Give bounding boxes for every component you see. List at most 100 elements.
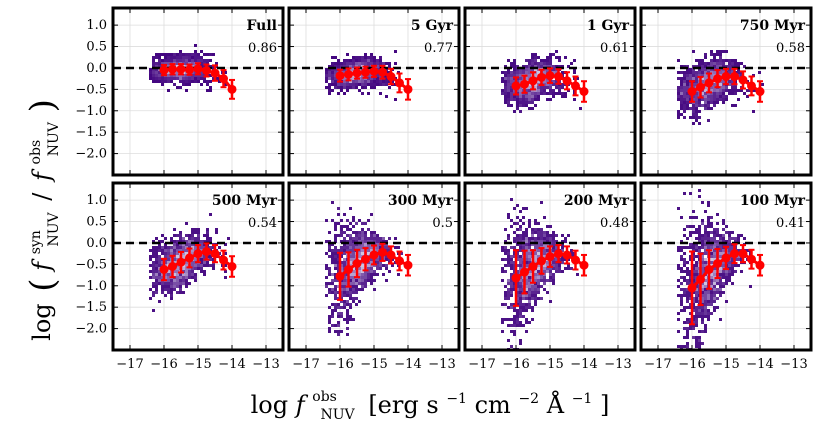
median-point [176,257,186,267]
panel-label: 300 Myr [388,193,454,209]
median-point [721,72,731,82]
panel-label: 1 Gyr [587,18,630,34]
median-point [579,260,589,270]
x-tick-label: −14 [394,357,421,372]
median-point [579,87,589,96]
median-point [193,249,203,259]
panel-7: 200 Myr 0.48 [463,181,637,352]
median-point [227,262,237,271]
median-point [571,81,580,91]
panel-value: 0.58 [776,41,805,56]
y-tick-label: −2.0 [75,147,107,162]
y-tick-label: −0.5 [75,82,107,97]
median-point [352,68,362,78]
panel-5: 500 Myr 0.54 [111,181,285,352]
median-point [562,250,572,260]
y-tick-label: 0.5 [86,215,107,230]
median-point [378,67,387,77]
y-tick-label: 0.5 [86,40,107,55]
panel-frame [639,181,813,352]
median-point [168,262,177,271]
ylabel-log: log [28,303,56,341]
x-tick-label: −15 [536,357,563,372]
y-tick-label: 0.0 [86,61,107,76]
median-point [520,267,529,277]
median-point [403,84,413,94]
x-tick-label: −16 [326,357,353,372]
panel-label: 5 Gyr [411,18,454,34]
median-point [554,249,563,259]
median-point [176,64,186,74]
y-axis-label: log ( f syn NUV / f obs NUV ) [18,99,64,341]
x-tick-label: −13 [780,357,807,372]
median-point [537,256,546,266]
median-point [202,247,211,257]
y-tick-label: −1.0 [75,104,107,119]
panel-frame [111,181,285,352]
x-tick-label: −13 [428,357,455,372]
median-point [378,247,387,257]
panel-label: Full [246,18,277,34]
median-point [219,255,228,265]
median-point [721,253,731,263]
median-point [545,71,555,81]
svg-text:log ( f syn: log ( f syn NUV / f obs NUV ) [18,99,64,341]
median-point [738,249,748,259]
x-tick-label: −16 [502,357,529,372]
median-point [335,71,345,81]
median-point [395,78,404,88]
median-point [344,264,353,274]
median-point [335,271,345,281]
panel-label: 500 Myr [212,193,278,209]
median-point [159,65,169,75]
x-tick-label: −15 [360,357,387,372]
median-point [528,262,538,271]
median-point [159,264,169,274]
median-point [704,264,714,274]
median-point [730,249,739,259]
median-point [704,78,714,88]
panel-frame [287,181,461,352]
median-point [713,74,722,84]
x-tick-label: −16 [150,357,177,372]
panel-value: 0.61 [600,41,629,56]
median-point [386,250,396,260]
x-tick-label: −13 [604,357,631,372]
x-axis-label: log f obs NUV [erg s −1 cm −2 Å −1 ] [251,379,610,425]
median-point [395,256,404,266]
panel-frame [639,6,813,177]
median-point [537,72,546,82]
panel-value: 0.41 [776,216,805,231]
median-point [352,259,362,269]
y-tick-label: 1.0 [86,18,107,33]
svg-text:log f obs N: log f obs NUV [erg s −1 cm −2 Å −1 ] [251,379,610,425]
panels-layer: Full 0.86 5 Gyr 0.77 1 Gyr 0.61 750 Myr 0.58 500… [111,6,813,352]
median-point [713,259,722,269]
median-point [227,84,237,94]
median-point [168,64,177,74]
y-tick-label: −2.0 [75,322,107,337]
median-point [747,81,756,91]
x-tick-label: −14 [746,357,773,372]
panel-2: 5 Gyr 0.77 [287,6,461,177]
x-tick-label: −13 [252,357,279,372]
median-point [361,67,370,77]
x-tick-label: −15 [712,357,739,372]
panel-frame [463,181,637,352]
median-point [696,274,705,284]
panel-label: 750 Myr [740,18,806,34]
median-point [193,64,203,74]
x-tick-label: −14 [570,357,597,372]
y-tick-label: 1.0 [86,193,107,208]
panel-value: 0.86 [248,41,277,56]
median-point [755,87,765,96]
median-point [369,66,379,76]
y-tick-label: −0.5 [75,257,107,272]
panel-value: 0.54 [248,216,277,231]
panel-frame [463,6,637,177]
panel-8: 100 Myr 0.41 [639,181,813,352]
x-tick-labels: −17 −16 −15 −14 −13 −17 −16 −15 −14 −13 −17 −16 −15−… [116,357,807,372]
median-point [403,260,413,270]
median-point [369,250,379,260]
